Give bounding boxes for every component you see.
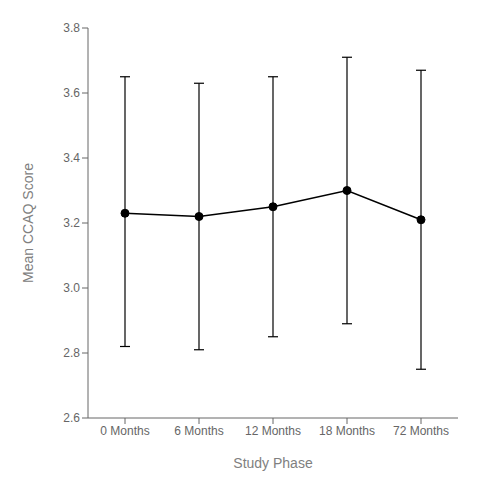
svg-text:2.6: 2.6: [63, 411, 80, 425]
svg-text:Study Phase: Study Phase: [233, 455, 313, 471]
svg-text:0 Months: 0 Months: [100, 424, 149, 438]
svg-text:6 Months: 6 Months: [174, 424, 223, 438]
svg-text:2.8: 2.8: [63, 346, 80, 360]
svg-text:3.4: 3.4: [63, 151, 80, 165]
svg-text:Mean CCAQ Score: Mean CCAQ Score: [20, 163, 36, 283]
svg-text:12 Months: 12 Months: [245, 424, 301, 438]
svg-text:18 Months: 18 Months: [319, 424, 375, 438]
svg-text:72 Months: 72 Months: [393, 424, 449, 438]
svg-text:3.2: 3.2: [63, 216, 80, 230]
svg-text:3.8: 3.8: [63, 21, 80, 35]
svg-text:3.0: 3.0: [63, 281, 80, 295]
svg-text:3.6: 3.6: [63, 86, 80, 100]
